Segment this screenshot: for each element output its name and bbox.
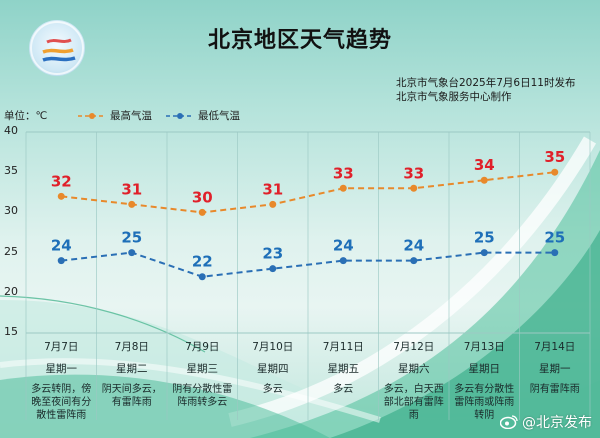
data-label: 33 [333,164,354,182]
day-date: 7月9日 [185,341,220,353]
day-weekday: 星期三 [186,363,219,375]
data-point [480,176,488,184]
day-weekday: 星期日 [468,363,501,375]
day-description: 多云 [262,384,283,395]
meteorological-logo-icon [29,20,85,76]
day-weekday: 星期一 [539,363,571,375]
day-column: 7月11日星期五多云 [308,339,379,396]
day-date: 7月10日 [252,341,294,353]
day-column: 7月8日星期二阴天间多云，有雷阵雨 [97,339,168,409]
issue-time: 北京市气象台2025年7月6日11时发布 [396,77,576,89]
data-label: 33 [403,164,424,182]
day-date: 7月12日 [393,341,435,353]
data-point [198,273,206,281]
low-temp-line [61,251,555,278]
high-line-legend-icon [78,112,106,119]
data-point [57,192,65,200]
y-tick: 20 [4,284,18,298]
weibo-icon [500,415,518,429]
data-label: 22 [192,253,213,271]
day-description: 阴天间多云，有雷阵雨 [101,384,162,408]
day-column: 7月12日星期六多云，白天西部北部有雷阵雨 [379,339,450,422]
legend-high: 最高气温 [78,108,152,123]
data-point [57,257,65,265]
producer: 北京市气象服务中心制作 [396,91,512,103]
data-label: 25 [474,229,495,247]
data-label: 32 [51,172,72,190]
day-date: 7月14日 [534,341,576,353]
day-date: 7月11日 [322,341,364,353]
data-label: 23 [262,245,283,263]
data-label: 25 [544,229,565,247]
weibo-handle: @北京发布 [522,415,592,431]
day-description: 多云，白天西部北部有雷阵雨 [383,384,444,421]
data-label: 24 [403,237,424,255]
data-label: 31 [121,180,142,198]
day-weekday: 星期一 [45,363,78,375]
high-temp-line [61,171,555,214]
data-label: 30 [192,188,213,206]
day-description: 阴有雷阵雨 [529,384,580,395]
day-date: 7月7日 [44,341,79,353]
day-column: 7月9日星期三阴有分散性雷阵雨转多云 [167,339,238,409]
y-tick: 35 [4,164,18,178]
data-point [480,249,488,257]
data-label: 25 [121,229,142,247]
y-tick: 15 [4,325,18,338]
y-tick: 40 [4,124,18,137]
data-label: 31 [262,180,283,198]
data-point [128,249,136,257]
data-label: 35 [544,148,565,166]
day-weekday: 星期四 [257,363,289,375]
unit-label: 单位：℃ [4,110,48,122]
day-column: 7月7日星期一多云转阴，傍晚至夜间有分散性雷阵雨 [26,339,97,422]
day-description: 多云转阴，傍晚至夜间有分散性雷阵雨 [31,384,92,421]
low-line-legend-icon [166,112,194,119]
day-description: 阴有分散性雷阵雨转多云 [172,384,233,408]
data-point [128,200,136,208]
data-point [551,168,559,176]
day-date: 7月13日 [463,341,505,353]
day-weekday: 星期六 [398,363,430,375]
data-point [339,184,347,192]
legend-low: 最低气温 [166,108,240,123]
page-title: 北京地区天气趋势 [207,28,392,53]
data-point [551,249,559,257]
y-tick: 30 [4,204,18,218]
legend-low-label: 最低气温 [198,110,240,122]
legend-high-label: 最高气温 [110,110,152,122]
day-column: 7月14日星期一阴有雷阵雨 [520,339,591,396]
data-point [269,265,277,273]
day-description: 多云有分散性雷阵雨或阵雨转阴 [454,384,515,421]
weibo-watermark: @北京发布 [500,412,592,432]
data-point [410,257,418,265]
data-label: 24 [51,237,72,255]
day-column: 7月10日星期四多云 [238,339,309,396]
data-point [269,200,277,208]
data-label: 34 [474,156,495,174]
day-description: 多云 [333,384,354,395]
data-label: 24 [333,237,354,255]
day-weekday: 星期五 [327,363,360,375]
data-point [410,184,418,192]
day-date: 7月8日 [114,341,149,353]
issuer-info: 北京市气象台2025年7月6日11时发布 北京市气象服务中心制作 [396,76,575,104]
day-weekday: 星期二 [116,363,148,375]
data-point [198,208,206,216]
day-column: 7月13日星期日多云有分散性雷阵雨或阵雨转阴 [449,339,520,422]
data-point [339,257,347,265]
y-tick: 25 [4,244,18,258]
